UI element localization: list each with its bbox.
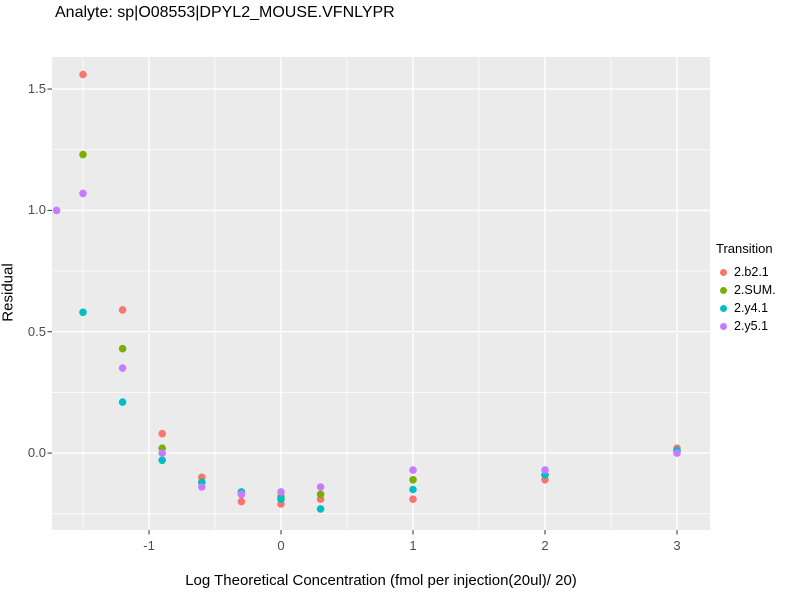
data-point-2.y4.1 bbox=[316, 505, 325, 513]
x-tick-label: 0 bbox=[277, 538, 285, 553]
legend-item-2.y5.1: 2.y5.1 bbox=[716, 317, 776, 335]
x-tick-label: 1 bbox=[409, 538, 417, 553]
data-point-2.SUM. bbox=[409, 476, 417, 484]
data-point-2.y5.1 bbox=[237, 490, 246, 499]
data-point-2.y5.1 bbox=[118, 364, 127, 372]
y-axis-title: Residual bbox=[0, 263, 17, 322]
x-tick-label: 2 bbox=[541, 538, 549, 553]
legend-title: Transition bbox=[716, 241, 773, 256]
data-point-2.y5.1 bbox=[541, 466, 549, 474]
x-axis-title: Log Theoretical Concentration (fmol per … bbox=[185, 572, 577, 589]
x-tick-label: 3 bbox=[673, 538, 681, 553]
legend-swatch-icon bbox=[720, 268, 727, 276]
data-point-2.y4.1 bbox=[277, 495, 285, 504]
data-point-2.b2.1 bbox=[409, 495, 417, 504]
legend-item-2.b2.1: 2.b2.1 bbox=[716, 263, 776, 281]
data-point-2.SUM. bbox=[118, 344, 127, 353]
legend-label: 2.y5.1 bbox=[734, 319, 769, 333]
y-tick-label: 1.0 bbox=[27, 202, 46, 218]
data-point-2.y4.1 bbox=[79, 308, 87, 317]
data-point-2.y5.1 bbox=[673, 449, 681, 457]
data-point-2.SUM. bbox=[316, 490, 325, 499]
data-point-2.b2.1 bbox=[118, 306, 127, 314]
y-tick-label: 1.5 bbox=[27, 81, 46, 97]
legend-item-2.y4.1: 2.y4.1 bbox=[716, 299, 776, 317]
data-point-2.b2.1 bbox=[79, 70, 87, 79]
y-tick-label: 0.0 bbox=[27, 445, 46, 461]
data-point-2.y5.1 bbox=[409, 466, 417, 474]
data-point-2.y5.1 bbox=[198, 483, 206, 491]
x-tick-label: -1 bbox=[143, 538, 155, 553]
legend-item-2.SUM.: 2.SUM. bbox=[716, 281, 776, 299]
legend-swatch-icon bbox=[720, 322, 727, 330]
legend: Transition 2.b2.1 2.SUM. 2.y4.1 2.y5.1 bbox=[716, 241, 776, 335]
legend-label: 2.SUM. bbox=[734, 283, 776, 297]
data-point-2.y5.1 bbox=[52, 206, 61, 215]
y-tick-label: 0.5 bbox=[27, 323, 46, 339]
data-point-2.y5.1 bbox=[277, 488, 285, 496]
data-point-2.b2.1 bbox=[158, 429, 166, 438]
data-points bbox=[52, 70, 681, 513]
legend-items: 2.b2.1 2.SUM. 2.y4.1 2.y5.1 bbox=[716, 263, 776, 335]
data-point-2.y4.1 bbox=[158, 456, 166, 465]
legend-label: 2.y4.1 bbox=[734, 301, 769, 315]
legend-swatch-icon bbox=[720, 304, 727, 312]
legend-label: 2.b2.1 bbox=[734, 265, 769, 279]
data-point-2.y5.1 bbox=[79, 189, 87, 198]
legend-swatch-icon bbox=[720, 286, 727, 294]
data-point-2.y4.1 bbox=[409, 485, 417, 494]
data-point-2.y5.1 bbox=[158, 449, 166, 457]
plot-title: Analyte: sp|O08553|DPYL2_MOUSE.VFNLYPR bbox=[55, 4, 395, 21]
data-point-2.y5.1 bbox=[316, 483, 325, 491]
data-point-2.SUM. bbox=[79, 150, 87, 159]
data-point-2.b2.1 bbox=[237, 497, 246, 506]
data-point-2.y4.1 bbox=[118, 398, 127, 406]
